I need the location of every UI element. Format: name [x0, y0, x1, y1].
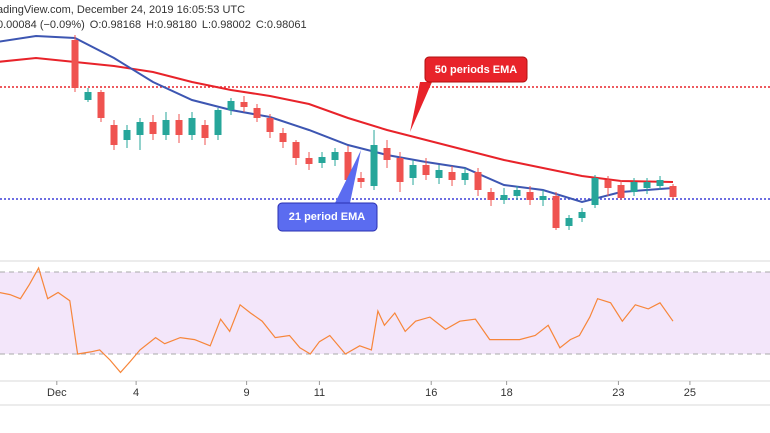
candle-body	[214, 110, 222, 135]
candle-body	[188, 118, 196, 135]
header: adingView.com, December 24, 2019 16:05:5…	[0, 4, 307, 31]
candle-body	[97, 92, 105, 118]
candle-body	[149, 122, 157, 134]
candle-body	[617, 185, 625, 198]
candle-body	[162, 120, 170, 135]
candle-body	[656, 180, 664, 186]
arrow	[335, 150, 361, 203]
readout: L:0.98002	[202, 19, 251, 31]
rsi-band	[0, 272, 770, 354]
candle-body	[500, 195, 508, 200]
ema-line	[0, 34, 674, 204]
candle-body	[318, 157, 326, 163]
candle-body	[344, 152, 352, 180]
candle-body	[461, 173, 469, 180]
candle-body	[110, 125, 118, 145]
x-tick-label: 16	[425, 387, 437, 399]
candle-body	[630, 182, 638, 192]
candle-body	[253, 108, 261, 118]
candle-body	[604, 180, 612, 188]
candle-body	[136, 122, 144, 135]
candle-body	[292, 142, 300, 158]
x-tick-label: Dec	[47, 387, 67, 399]
annotation: 50 periods EMA	[435, 64, 518, 76]
candle-body	[552, 196, 560, 228]
candle-body	[565, 218, 573, 226]
rsi-pane	[0, 266, 770, 374]
readout: H:0.98180	[146, 19, 197, 31]
candle-body	[669, 186, 677, 197]
annotation: 21 period EMA	[289, 211, 365, 223]
candle-body	[539, 196, 547, 200]
candle-body	[383, 148, 391, 160]
readout: C:0.98061	[256, 19, 307, 31]
candle-body	[331, 152, 339, 160]
candle-body	[123, 130, 131, 140]
x-tick-label: 18	[500, 387, 512, 399]
annotation-box	[277, 202, 378, 232]
x-tick-label: 25	[684, 387, 696, 399]
readout: 0.00084 (−0.09%)	[0, 19, 85, 31]
candle-body	[578, 212, 586, 218]
ema-line	[0, 56, 674, 183]
candle-body	[474, 172, 482, 190]
candle-body	[591, 178, 599, 205]
candle-body	[643, 182, 651, 188]
annotation-50: 50 periods EMA	[410, 56, 528, 132]
candle-body	[487, 192, 495, 200]
candle-body	[357, 178, 365, 182]
candle-body	[370, 145, 378, 186]
source: adingView.com, December 24, 2019 16:05:5…	[0, 4, 245, 16]
candle-body	[227, 101, 235, 110]
candle-body	[305, 158, 313, 164]
rsi-line	[0, 266, 674, 374]
candle-body	[201, 125, 209, 138]
x-tick-label: 11	[314, 387, 325, 399]
x-tick-label: 23	[612, 387, 624, 399]
candle-body	[175, 120, 183, 135]
price-pane	[0, 34, 770, 230]
x-tick-label: 4	[133, 387, 139, 399]
candle-body	[435, 170, 443, 178]
x-axis: Dec 4 9 11 16 18 23 25	[47, 381, 696, 399]
candle-body	[526, 192, 534, 200]
candle-body	[84, 92, 92, 100]
candle-body	[513, 190, 521, 196]
candle-body	[422, 165, 430, 175]
readout: O:0.98168	[90, 19, 141, 31]
arrow	[410, 82, 432, 132]
candle-body	[409, 165, 417, 178]
candle-body	[71, 40, 79, 88]
annotation-21: 21 period EMA	[277, 150, 378, 232]
candle-body	[396, 158, 404, 182]
candle-body	[279, 133, 287, 142]
candle-body	[266, 118, 274, 132]
annotation-box	[424, 56, 528, 83]
x-tick-label: 9	[244, 387, 250, 399]
candle-body	[448, 172, 456, 180]
candle-body	[240, 102, 248, 107]
